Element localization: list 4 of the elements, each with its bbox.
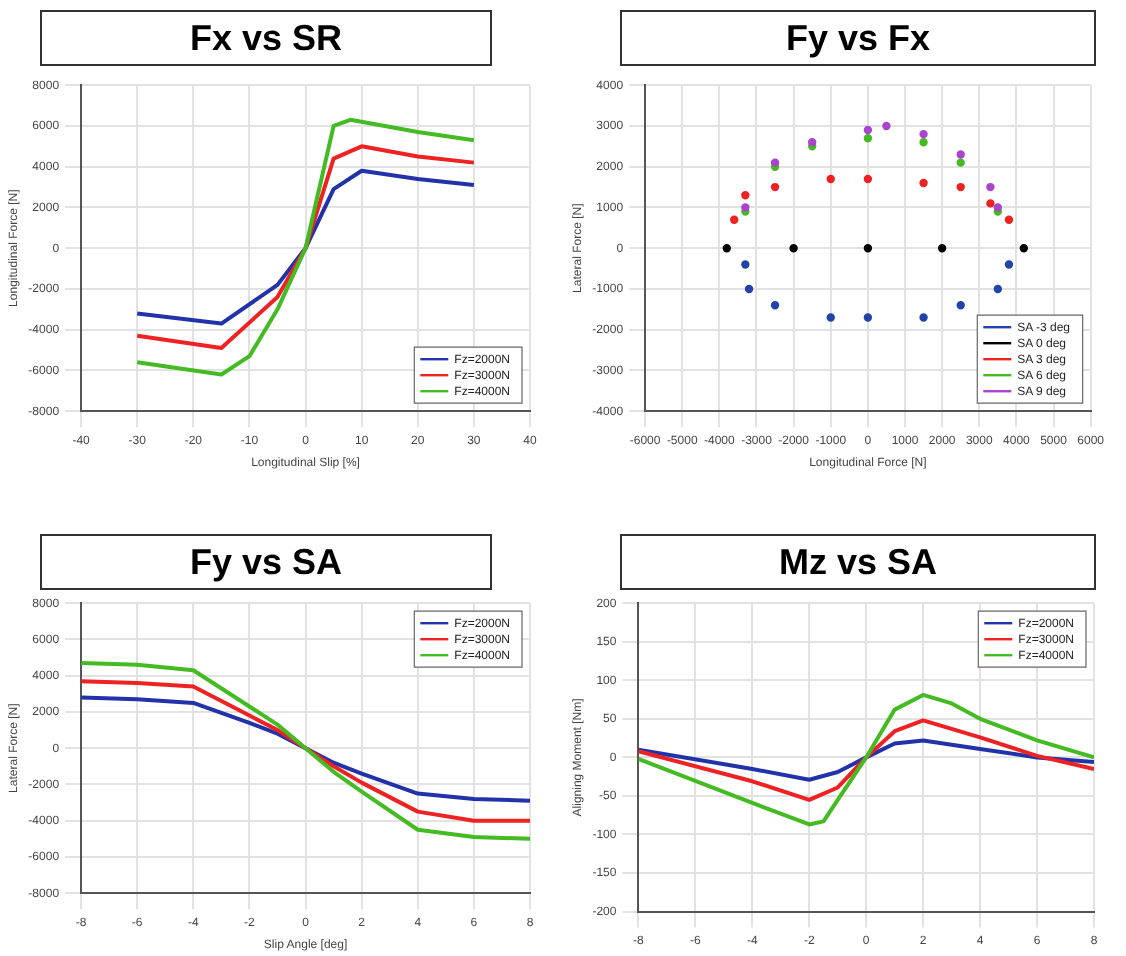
chart-title: Fx vs SR bbox=[40, 10, 492, 66]
chart-title: Fy vs SA bbox=[40, 534, 492, 590]
chart-title: Mz vs SA bbox=[620, 534, 1096, 590]
chart-title: Fy vs Fx bbox=[620, 10, 1096, 66]
